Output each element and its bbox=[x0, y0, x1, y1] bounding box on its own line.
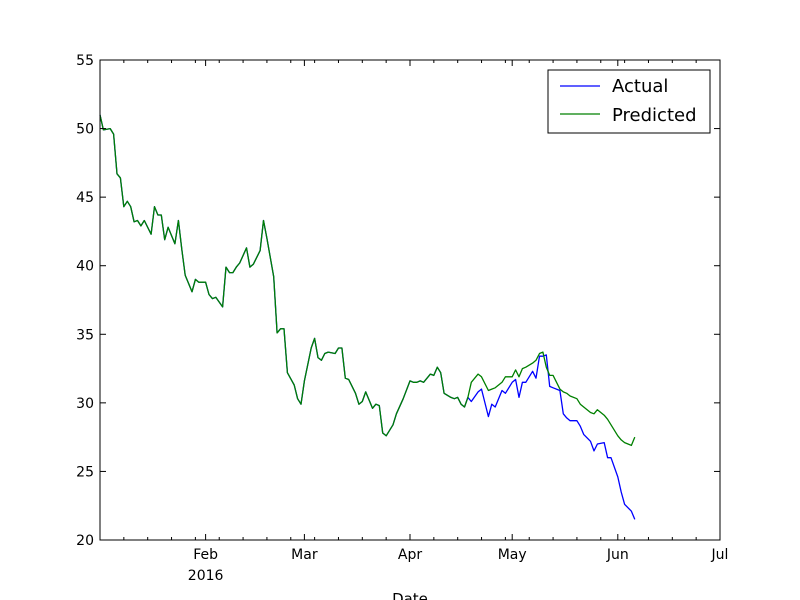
series-line-predicted bbox=[99, 114, 636, 447]
x-tick-label: May bbox=[498, 547, 527, 563]
x-tick-sublabel: 2016 bbox=[188, 568, 224, 584]
x-axis-label: Date bbox=[392, 590, 428, 600]
y-tick-label: 55 bbox=[76, 53, 94, 69]
x-tick-label: Feb bbox=[193, 547, 218, 563]
legend-label-actual: Actual bbox=[612, 76, 668, 97]
legend: Actual Predicted bbox=[547, 69, 711, 134]
legend-label-predicted: Predicted bbox=[612, 105, 697, 126]
series-layer bbox=[99, 114, 636, 520]
legend-box bbox=[547, 69, 711, 134]
x-tick-label: Jun bbox=[606, 547, 629, 563]
y-axis: 20 25 30 35 40 45 50 55 bbox=[76, 53, 720, 549]
y-tick-label: 20 bbox=[76, 533, 94, 549]
x-tick-label: Jul bbox=[711, 547, 729, 563]
y-tick-label: 30 bbox=[76, 396, 94, 412]
x-tick-label: Mar bbox=[291, 547, 318, 563]
x-axis: Feb 2016 Mar Apr May Jun Jul bbox=[99, 60, 729, 584]
x-tick-label: Apr bbox=[398, 547, 422, 563]
y-tick-label: 35 bbox=[76, 327, 94, 343]
y-tick-label: 40 bbox=[76, 259, 94, 275]
y-tick-label: 25 bbox=[76, 464, 94, 480]
plot-area: 20 25 30 35 40 45 50 55 Feb 2016 Mar Apr May Jun Jul bbox=[76, 53, 728, 584]
y-tick-label: 45 bbox=[76, 190, 94, 206]
y-tick-label: 50 bbox=[76, 122, 94, 138]
